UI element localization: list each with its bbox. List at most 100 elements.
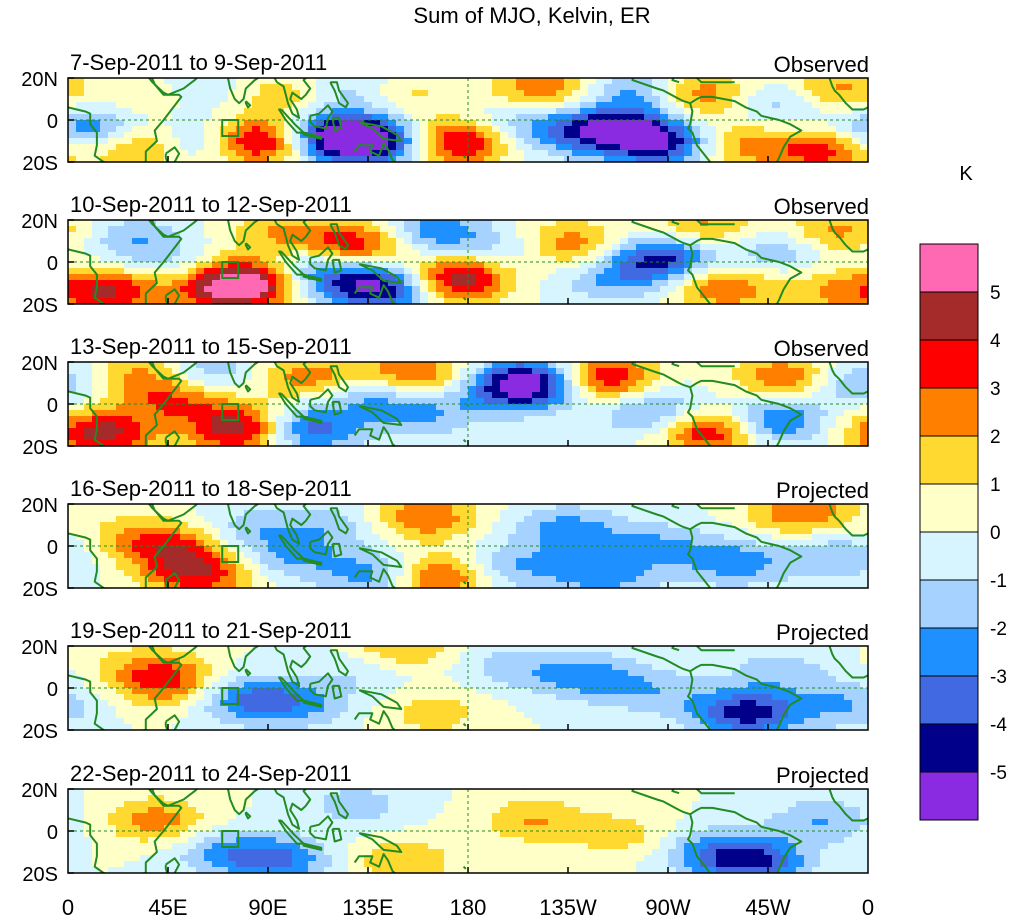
anomaly-cell [116, 268, 125, 275]
anomaly-cell [708, 96, 717, 103]
anomaly-cell [564, 250, 573, 257]
anomaly-cell [196, 286, 205, 293]
anomaly-cell [436, 126, 445, 133]
anomaly-cell [588, 422, 597, 429]
anomaly-cell [836, 96, 845, 103]
anomaly-cell [676, 102, 685, 109]
anomaly-cell [388, 428, 397, 435]
anomaly-cell [108, 286, 117, 293]
anomaly-cell [420, 84, 429, 91]
anomaly-cell [132, 374, 141, 381]
anomaly-cell [636, 280, 645, 287]
anomaly-cell [596, 416, 605, 423]
anomaly-cell [68, 386, 77, 393]
anomaly-cell [452, 398, 461, 405]
anomaly-cell [348, 576, 357, 583]
anomaly-cell [620, 126, 629, 133]
anomaly-cell [356, 552, 365, 559]
anomaly-cell [260, 558, 269, 565]
anomaly-cell [596, 362, 605, 369]
anomaly-cell [852, 440, 861, 446]
anomaly-cell [260, 144, 269, 151]
anomaly-cell [580, 280, 589, 287]
anomaly-cell [260, 528, 269, 535]
anomaly-cell [220, 250, 229, 257]
anomaly-cell [660, 256, 669, 263]
anomaly-cell [188, 102, 197, 109]
anomaly-cell [484, 398, 493, 405]
anomaly-cell [420, 220, 429, 227]
anomaly-cell [412, 522, 421, 529]
anomaly-cell [860, 78, 868, 85]
anomaly-cell [316, 528, 325, 535]
anomaly-cell [284, 516, 293, 523]
anomaly-cell [652, 404, 661, 411]
anomaly-cell [396, 144, 405, 151]
anomaly-cell [148, 262, 157, 269]
anomaly-cell [404, 404, 413, 411]
anomaly-cell [388, 504, 397, 511]
anomaly-cell [604, 114, 613, 121]
anomaly-cell [852, 392, 861, 399]
anomaly-cell [132, 262, 141, 269]
anomaly-cell [396, 404, 405, 411]
anomaly-cell [700, 256, 709, 263]
anomaly-cell [420, 528, 429, 535]
anomaly-cell [596, 226, 605, 233]
anomaly-cell [180, 268, 189, 275]
reference-box [221, 261, 240, 279]
anomaly-cell [516, 262, 525, 269]
anomaly-cell [396, 156, 405, 162]
anomaly-cell [692, 250, 701, 257]
anomaly-cell [644, 280, 653, 287]
anomaly-cell [412, 516, 421, 523]
anomaly-cell [124, 78, 133, 85]
anomaly-cell [652, 220, 661, 227]
anomaly-cell [860, 84, 868, 91]
anomaly-cell [556, 392, 565, 399]
anomaly-cell [788, 244, 797, 251]
anomaly-cell [812, 150, 821, 157]
anomaly-cell [668, 250, 677, 257]
anomaly-cell [380, 386, 389, 393]
anomaly-cell [796, 238, 805, 245]
anomaly-cell [356, 102, 365, 109]
anomaly-cell [740, 156, 749, 162]
anomaly-cell [572, 226, 581, 233]
anomaly-cell [756, 292, 765, 299]
anomaly-cell [612, 78, 621, 85]
anomaly-cell [436, 428, 445, 435]
anomaly-cell [452, 440, 461, 446]
anomaly-cell [732, 232, 741, 239]
anomaly-cell [612, 298, 621, 304]
anomaly-cell [260, 138, 269, 145]
anomaly-cell [444, 102, 453, 109]
anomaly-cell [324, 132, 333, 139]
anomaly-cell [516, 368, 525, 375]
anomaly-cell [92, 386, 101, 393]
anomaly-cell [828, 440, 837, 446]
anomaly-cell [124, 540, 133, 547]
anomaly-cell [588, 440, 597, 446]
anomaly-cell [820, 386, 829, 393]
anomaly-cell [796, 298, 805, 304]
anomaly-cell [348, 522, 357, 529]
anomaly-cell [196, 416, 205, 423]
anomaly-cell [188, 570, 197, 577]
anomaly-cell [572, 90, 581, 97]
anomaly-cell [324, 268, 333, 275]
anomaly-cell [148, 440, 157, 446]
anomaly-cell [292, 144, 301, 151]
anomaly-cell [564, 138, 573, 145]
anomaly-cell [668, 380, 677, 387]
anomaly-cell [764, 144, 773, 151]
anomaly-cell [604, 398, 613, 405]
anomaly-cell [276, 510, 285, 517]
anomaly-cell [436, 232, 445, 239]
anomaly-cell [124, 546, 133, 553]
anomaly-cell [732, 292, 741, 299]
anomaly-cell [180, 138, 189, 145]
anomaly-cell [596, 114, 605, 121]
anomaly-cell [852, 156, 861, 162]
anomaly-cell [268, 416, 277, 423]
